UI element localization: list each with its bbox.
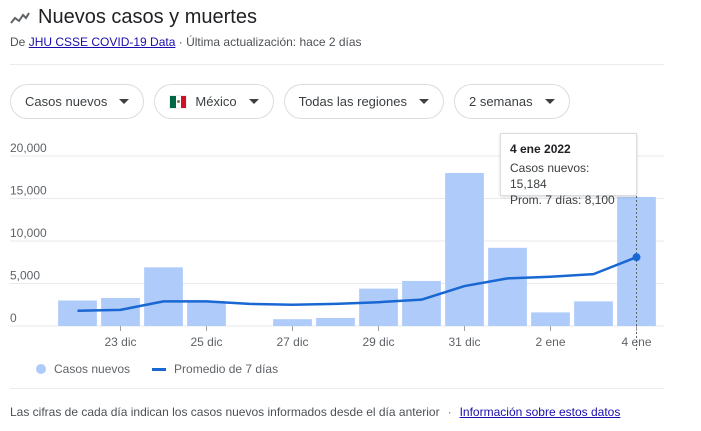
tooltip-date: 4 ene 2022 xyxy=(510,142,571,156)
country-dropdown[interactable]: México xyxy=(154,84,274,119)
region-dropdown[interactable]: Todas las regiones xyxy=(283,84,444,119)
bar xyxy=(445,173,484,326)
tooltip-cases: Casos nuevos: 15,184 xyxy=(510,161,590,191)
tooltip-average: Prom. 7 días: 8,100 xyxy=(510,193,615,207)
bar xyxy=(273,319,312,326)
y-tick-label: 20,000 xyxy=(10,141,47,155)
chevron-down-icon xyxy=(544,99,555,104)
region-dropdown-label: Todas las regiones xyxy=(298,94,407,109)
legend-bar-label: Casos nuevos xyxy=(54,362,131,376)
bar xyxy=(402,280,441,326)
legend-line-swatch xyxy=(152,367,167,371)
y-tick-label: 10,000 xyxy=(10,226,47,240)
chevron-down-icon xyxy=(248,99,259,104)
y-tick-label: 5,000 xyxy=(10,269,40,283)
chart-area[interactable]: 0 5,000 10,000 15,000 20,000 23 dic 25 dic 27 d… xyxy=(0,130,701,360)
bar xyxy=(316,317,355,326)
period-dropdown[interactable]: 2 semanas xyxy=(453,84,570,119)
x-tick-label: 2 ene xyxy=(535,335,565,349)
bar xyxy=(58,300,97,326)
x-tick-label: 25 dic xyxy=(190,335,222,349)
divider-bottom xyxy=(10,388,664,389)
x-tick-label: 27 dic xyxy=(276,335,308,349)
source-line: De JHU CSSE COVID-19 Data · Última actua… xyxy=(10,35,362,49)
highlight-point xyxy=(632,253,641,262)
chevron-down-icon xyxy=(119,99,130,104)
legend-line-label: Promedio de 7 días xyxy=(174,362,279,376)
last-updated: Última actualización: hace 2 días xyxy=(186,35,362,49)
cases-chart[interactable]: 0 5,000 10,000 15,000 20,000 23 dic 25 dic 27 d… xyxy=(0,130,701,360)
period-dropdown-label: 2 semanas xyxy=(468,94,533,109)
chart-header: Nuevos casos y muertes xyxy=(10,6,257,29)
footer: Las cifras de cada día indican los casos… xyxy=(10,405,620,419)
bar xyxy=(187,302,226,326)
data-info-link[interactable]: Información sobre estos datos xyxy=(459,405,621,419)
chart-tooltip: 4 ene 2022 Casos nuevos: 15,184 Prom. 7 … xyxy=(500,133,637,207)
chevron-down-icon xyxy=(418,99,429,104)
x-tick-label: 29 dic xyxy=(362,335,394,349)
bar xyxy=(488,247,527,326)
page-title: Nuevos casos y muertes xyxy=(38,6,257,28)
source-prefix: De xyxy=(10,35,26,49)
mexico-flag-icon xyxy=(169,94,188,109)
divider-top xyxy=(10,64,664,65)
bar xyxy=(101,297,140,326)
bar xyxy=(531,312,570,326)
y-tick-label: 0 xyxy=(10,311,17,325)
legend-bar-swatch xyxy=(36,364,46,374)
footer-note: Las cifras de cada día indican los casos… xyxy=(10,405,440,419)
source-separator: · xyxy=(178,35,183,49)
x-tick-label: 31 dic xyxy=(448,335,480,349)
bar xyxy=(359,288,398,326)
source-link[interactable]: JHU CSSE COVID-19 Data xyxy=(28,35,176,49)
filter-controls: Casos nuevos México Todas las regiones 2… xyxy=(10,84,570,119)
x-tick-label: 4 ene xyxy=(621,335,651,349)
legend-item-bars[interactable]: Casos nuevos xyxy=(36,362,130,376)
country-dropdown-label: México xyxy=(195,94,237,109)
average-line xyxy=(77,255,637,312)
metric-dropdown[interactable]: Casos nuevos xyxy=(10,84,145,119)
y-tick-label: 15,000 xyxy=(10,184,47,198)
footer-separator: · xyxy=(447,405,452,419)
bar xyxy=(574,301,613,326)
x-tick-label: 23 dic xyxy=(104,335,136,349)
legend-item-line[interactable]: Promedio de 7 días xyxy=(152,362,278,376)
trending-icon xyxy=(10,11,30,24)
bar xyxy=(144,267,183,326)
chart-legend: Casos nuevos Promedio de 7 días xyxy=(36,362,300,376)
metric-dropdown-label: Casos nuevos xyxy=(25,94,108,109)
